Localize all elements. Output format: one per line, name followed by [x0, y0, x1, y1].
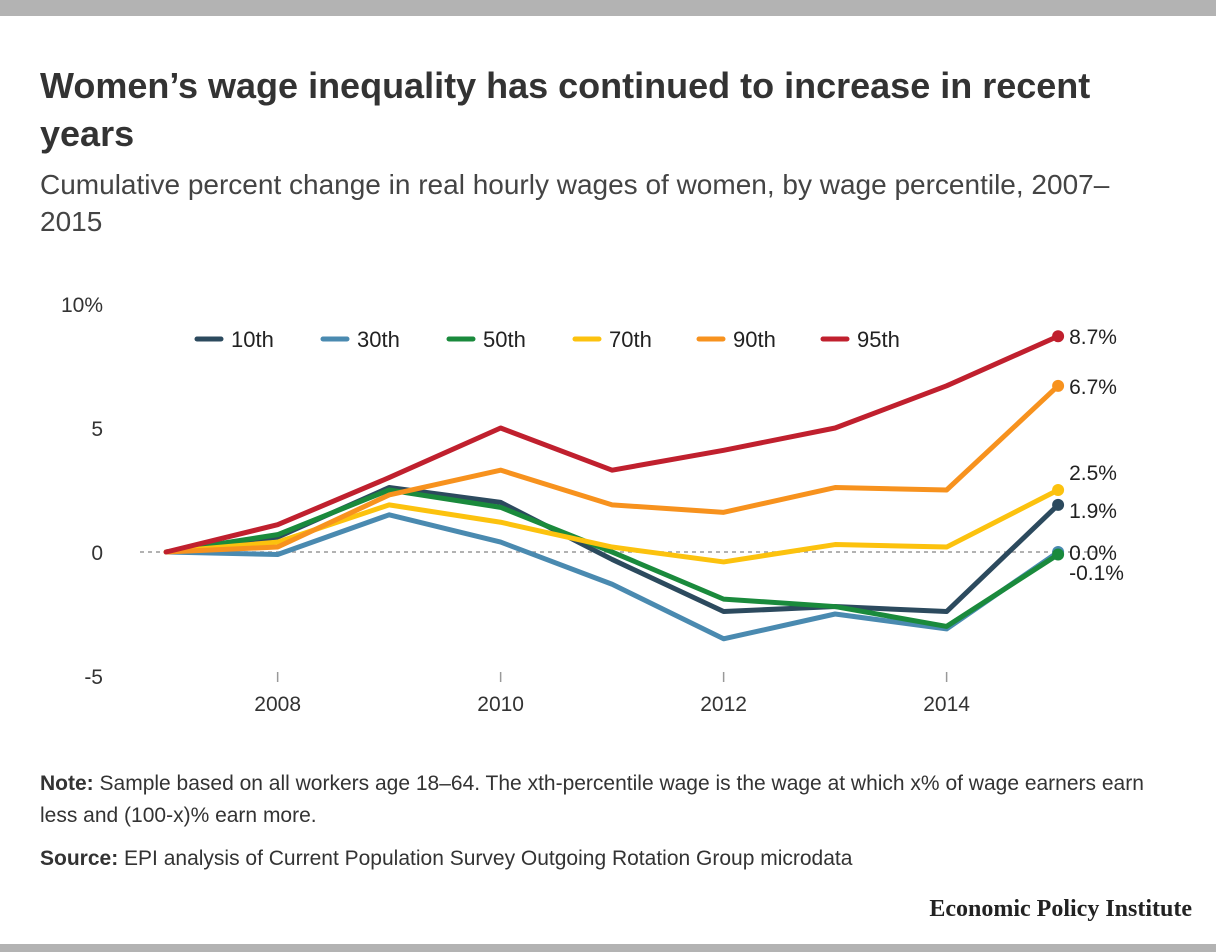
end-value-label-10th: 1.9% — [1069, 500, 1117, 523]
y-tick-label: 10% — [61, 294, 103, 317]
end-value-label-50th: -0.1% — [1069, 562, 1124, 585]
legend-label-70th: 70th — [609, 327, 652, 352]
y-tick-label: 0 — [91, 542, 103, 565]
legend-label-90th: 90th — [733, 327, 776, 352]
bottom-border-bar — [0, 944, 1216, 952]
x-tick-label: 2010 — [477, 693, 524, 716]
series-line-50th — [163, 487, 1061, 629]
chart-note: Note: Sample based on all workers age 18… — [40, 768, 1180, 832]
brand-logo-text: Economic Policy Institute — [929, 896, 1192, 922]
x-tick-label: 2014 — [923, 693, 970, 716]
end-point-70th — [1052, 484, 1065, 496]
x-tick-label: 2008 — [254, 693, 301, 716]
legend-label-10th: 10th — [231, 327, 274, 352]
chart-source: Source: EPI analysis of Current Populati… — [40, 843, 1180, 875]
end-point-50th — [1052, 548, 1065, 561]
source-label: Source: — [40, 847, 119, 870]
chart-subtitle: Cumulative percent change in real hourly… — [40, 169, 1110, 237]
legend-label-95th: 95th — [857, 327, 900, 352]
series-line-95th — [163, 333, 1061, 555]
source-text: EPI analysis of Current Population Surve… — [124, 847, 853, 870]
end-point-95th — [1052, 330, 1065, 343]
y-tick-label: 5 — [91, 418, 103, 441]
y-tick-label: -5 — [84, 666, 103, 689]
top-border-bar — [0, 0, 1216, 16]
end-value-label-90th: 6.7% — [1069, 376, 1117, 399]
legend-label-50th: 50th — [483, 327, 526, 352]
note-text: Sample based on all workers age 18–64. T… — [40, 772, 1144, 827]
chart-title: Women’s wage inequality has continued to… — [40, 65, 1091, 154]
note-label: Note: — [40, 772, 94, 795]
series-line-30th — [163, 512, 1061, 642]
end-value-label-70th: 2.5% — [1069, 462, 1117, 485]
end-value-label-30th: 0.0% — [1069, 542, 1117, 565]
series-line-90th — [163, 383, 1061, 555]
end-point-10th — [1052, 498, 1065, 511]
x-tick-label: 2012 — [700, 693, 747, 716]
end-point-90th — [1052, 379, 1065, 392]
legend-label-30th: 30th — [357, 327, 400, 352]
line-chart: 10% 5 0 -5 2008 2010 2012 2014 8.7% 6.7% 2.5% 1.9% 0… — [61, 294, 1124, 716]
end-value-label-95th: 8.7% — [1069, 326, 1117, 349]
